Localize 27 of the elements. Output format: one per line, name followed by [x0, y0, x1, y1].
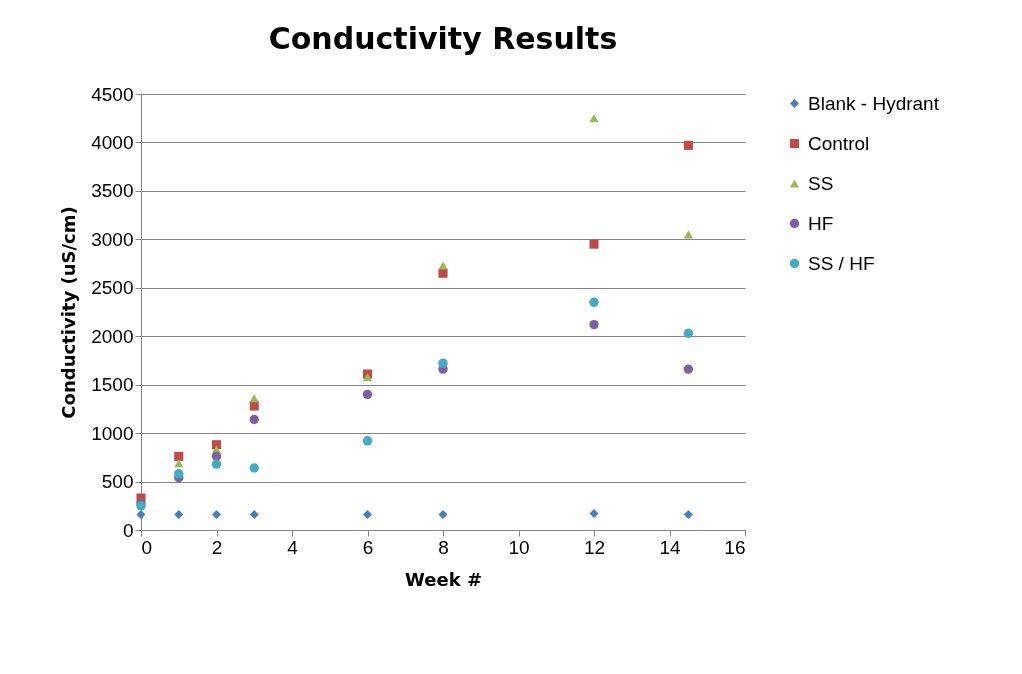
x-tick-label: 8 [438, 536, 449, 558]
x-tick-label: 14 [659, 536, 681, 558]
x-tick-label: 4 [287, 536, 299, 558]
y-tick-label: 2000 [91, 325, 134, 347]
y-tick-label: 500 [101, 471, 134, 493]
y-tick-label: 0 [122, 519, 134, 541]
y-tick-label: 2500 [91, 277, 134, 299]
legend-label: HF [808, 212, 834, 234]
y-tick-label: 1500 [91, 374, 134, 396]
y-tick-label: 4000 [91, 131, 134, 153]
y-tick-label: 4500 [91, 83, 134, 105]
chart-title: Conductivity Results [268, 21, 618, 56]
legend-label: Control [808, 132, 870, 154]
x-tick-label: 0 [141, 536, 153, 558]
x-tick-label: 6 [362, 536, 374, 558]
x-tick-label: 12 [583, 536, 606, 558]
y-tick-label: 1000 [91, 422, 134, 444]
y-tick-label: 3000 [91, 228, 134, 250]
x-tick-label: 10 [508, 536, 530, 558]
legend-label: SS / HF [808, 252, 875, 274]
x-tick-label: 16 [724, 536, 746, 558]
legend-label: SS [808, 172, 834, 194]
x-tick-label: 2 [211, 536, 223, 558]
y-tick-label: 3500 [91, 180, 134, 202]
legend-label: Blank - Hydrant [808, 92, 940, 114]
y-axis-title: Conductivity (uS/cm) [58, 206, 80, 419]
x-axis-title: Week # [405, 568, 482, 590]
